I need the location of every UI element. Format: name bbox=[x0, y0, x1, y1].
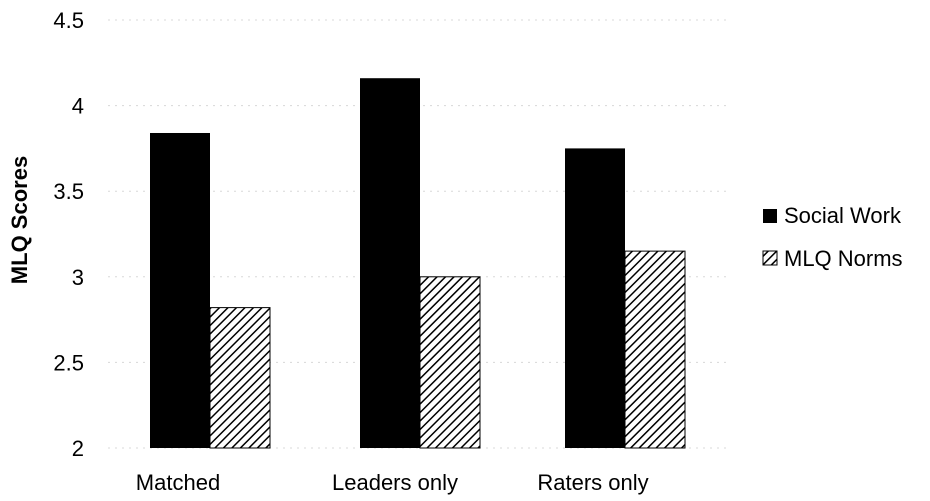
bar-social-work-1 bbox=[360, 78, 420, 448]
bar-mlq-norms-2 bbox=[624, 250, 686, 449]
bar-mlq-norms-1 bbox=[419, 276, 481, 449]
x-axis-categories: Matched Leaders only Raters only bbox=[136, 470, 649, 495]
bar-social-work-2 bbox=[565, 148, 625, 448]
x-category-label: Leaders only bbox=[332, 470, 458, 495]
legend-label-mlq-norms: MLQ Norms bbox=[784, 246, 903, 271]
legend: Social Work MLQ Norms bbox=[762, 203, 903, 271]
y-tick-label: 4.5 bbox=[53, 8, 84, 33]
y-axis-ticks: 2 2.5 3 3.5 4 4.5 bbox=[53, 8, 84, 461]
y-axis-title: MLQ Scores bbox=[7, 156, 32, 284]
bars bbox=[150, 78, 686, 449]
y-tick-label: 2 bbox=[72, 436, 84, 461]
x-category-label: Raters only bbox=[537, 470, 648, 495]
y-tick-label: 2.5 bbox=[53, 350, 84, 375]
y-tick-label: 3 bbox=[72, 265, 84, 290]
legend-swatch-mlq-norms bbox=[762, 250, 778, 266]
bar-mlq-norms-0 bbox=[209, 307, 271, 449]
x-category-label: Matched bbox=[136, 470, 220, 495]
y-tick-label: 4 bbox=[72, 94, 84, 119]
y-tick-label: 3.5 bbox=[53, 179, 84, 204]
legend-label-social-work: Social Work bbox=[784, 203, 902, 228]
bar-social-work-0 bbox=[150, 132, 210, 448]
legend-swatch-social-work bbox=[763, 209, 777, 223]
